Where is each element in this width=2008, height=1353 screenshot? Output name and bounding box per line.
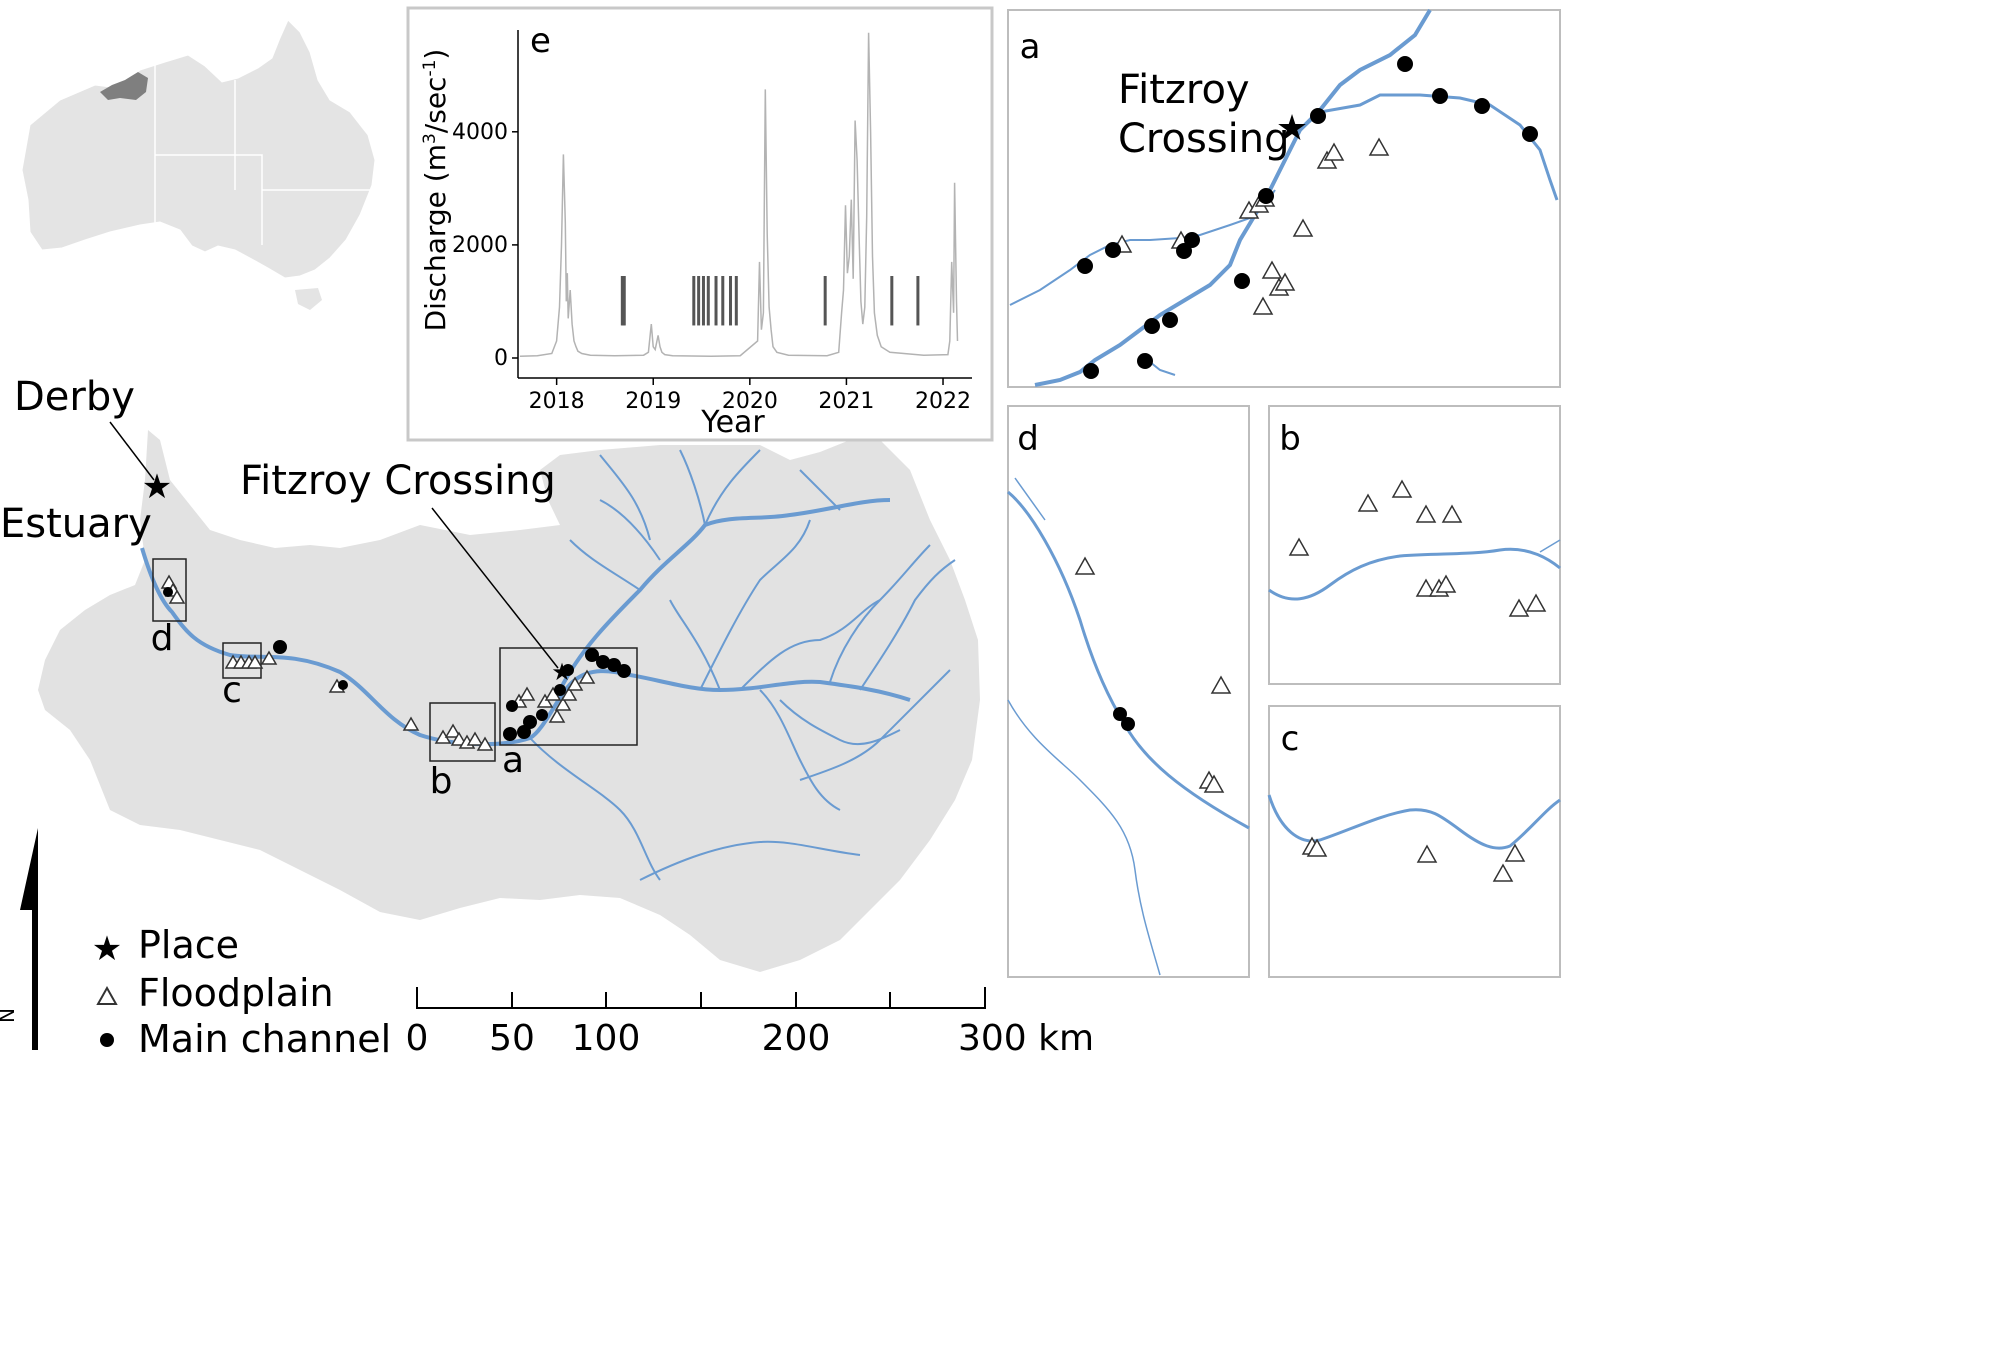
chart-y-tick-label: 2000 — [452, 233, 508, 258]
tributaries — [529, 449, 956, 881]
scale-label-200: 200 — [762, 1018, 831, 1059]
legend-floodplain-label: Floodplain — [138, 971, 334, 1015]
chart-x-tick-label: 2018 — [529, 389, 585, 414]
inset-a-place-label-line1: Fitzroy — [1118, 67, 1250, 113]
chart-event-bar — [890, 276, 894, 326]
inset-d-frame — [1007, 405, 1250, 978]
chart-x-tick-label: 2022 — [915, 389, 971, 414]
chart-series-lines — [519, 32, 959, 358]
legend-main-channel-label: Main channel — [138, 1017, 391, 1061]
chart-event-bar — [823, 276, 827, 326]
australia-locator-map — [21, 19, 376, 310]
chart-y-tick-label: 4000 — [452, 120, 508, 145]
inset-b-tributary — [1539, 539, 1561, 553]
derby-star: ★ — [142, 467, 172, 507]
upper-river — [558, 498, 891, 691]
chart-event-bar — [701, 276, 705, 326]
kimberley-region — [100, 72, 148, 100]
inset-panel-b: b — [1268, 405, 1561, 685]
scale-label-0: 0 — [406, 1018, 429, 1059]
box-d — [152, 558, 187, 622]
inset-d-main-channel-points — [1113, 707, 1135, 731]
scale-label-50: 50 — [489, 1018, 535, 1059]
inset-a-place-label-line2: Crossing — [1118, 116, 1290, 162]
inset-a-place-star: ★ — [1276, 108, 1308, 149]
box-label-b: b — [430, 761, 453, 802]
north-arrow: N — [0, 828, 38, 1050]
legend-triangle-icon — [96, 985, 118, 1005]
box-c — [222, 642, 262, 679]
chart-x-tick-label: 2020 — [722, 389, 778, 414]
legend: ★ Place Floodplain Main channel — [92, 923, 391, 1061]
chart-axes — [517, 30, 972, 379]
chart-ylabel: Discharge (m3/sec-1) — [419, 49, 452, 332]
inset-a-floodplain-points — [1111, 137, 1390, 315]
inset-b-river — [1268, 547, 1561, 601]
box-a — [499, 647, 638, 746]
scale-label-100: 100 — [572, 1018, 641, 1059]
inset-d-floodplain-points — [1074, 556, 1232, 793]
scale-label-300: 300 km — [958, 1018, 1094, 1059]
chart-tick-labels: 0 2000 4000 2018 2019 2020 2021 2022 — [452, 120, 971, 414]
chart-event-bar — [916, 276, 920, 326]
inset-c-floodplain-points — [1301, 836, 1526, 882]
inset-b-letter: b — [1279, 419, 1301, 459]
scale-bar-ticks — [416, 987, 986, 1009]
chart-xlabel: Year — [700, 405, 765, 440]
box-label-a: a — [502, 740, 524, 781]
inset-c-letter: c — [1281, 719, 1300, 759]
inset-panel-c: c — [1267, 705, 1561, 978]
inset-a-main-channel-points — [1077, 56, 1538, 379]
box-label-c: c — [222, 670, 242, 711]
inset-b-floodplain-points — [1288, 479, 1547, 617]
chart-y-tick-label: 0 — [494, 346, 508, 371]
inset-b-frame — [1268, 405, 1561, 685]
chart-event-bar — [622, 276, 626, 326]
derby-label: Derby — [14, 374, 135, 420]
inset-panel-a: a ★ Fitzroy Crossing — [1007, 8, 1561, 388]
chart-event-bar — [714, 276, 718, 326]
chart-event-bar — [692, 276, 696, 326]
chart-frame — [406, 6, 994, 442]
floodplain-points-main — [160, 574, 596, 751]
discharge-chart-panel: e Discharge (m3/sec-1) Year 0 2000 4000 201… — [406, 6, 994, 442]
chart-x-tick-label: 2019 — [625, 389, 681, 414]
box-b — [429, 702, 496, 762]
main-channel-points-main — [163, 587, 631, 741]
inset-boxes — [152, 558, 638, 762]
inset-a-frame — [1007, 9, 1561, 388]
inset-d-rivers — [1007, 477, 1250, 976]
north-arrow-head — [20, 828, 38, 1050]
fitzroy-crossing-star: ★ — [551, 658, 573, 686]
fitzroy-pointer — [431, 507, 559, 669]
inset-panel-d: d — [1007, 405, 1250, 978]
chart-event-bar — [734, 276, 738, 326]
chart-series-line — [519, 32, 959, 358]
chart-event-bars — [620, 276, 920, 326]
inset-c-river — [1267, 794, 1561, 850]
chart-event-bar — [697, 276, 701, 326]
north-label: N — [0, 1008, 19, 1023]
chart-event-bar — [706, 276, 710, 326]
scale-bar: 0 50 100 200 300 km — [406, 987, 1094, 1059]
state-borders — [154, 62, 372, 245]
inset-a-letter: a — [1020, 27, 1041, 67]
legend-circle-icon — [100, 1033, 114, 1047]
tasmania-outline — [295, 288, 322, 310]
derby-pointer — [109, 421, 155, 481]
main-river — [140, 547, 911, 747]
estuary-label: Estuary — [0, 501, 152, 547]
legend-star-icon: ★ — [92, 929, 122, 969]
chart-x-tick-label: 2021 — [818, 389, 874, 414]
inset-d-letter: d — [1017, 419, 1039, 459]
chart-event-bar — [721, 276, 725, 326]
legend-place-label: Place — [138, 923, 239, 967]
box-label-d: d — [151, 618, 174, 659]
chart-title: e — [530, 21, 551, 61]
australia-outline — [21, 19, 376, 279]
fitzroy-catchment-map: ★ ★ Derby Estuary Fitzroy Crossing d c b… — [0, 374, 980, 972]
chart-event-bar — [729, 276, 733, 326]
fitzroy-crossing-label: Fitzroy Crossing — [240, 458, 556, 504]
